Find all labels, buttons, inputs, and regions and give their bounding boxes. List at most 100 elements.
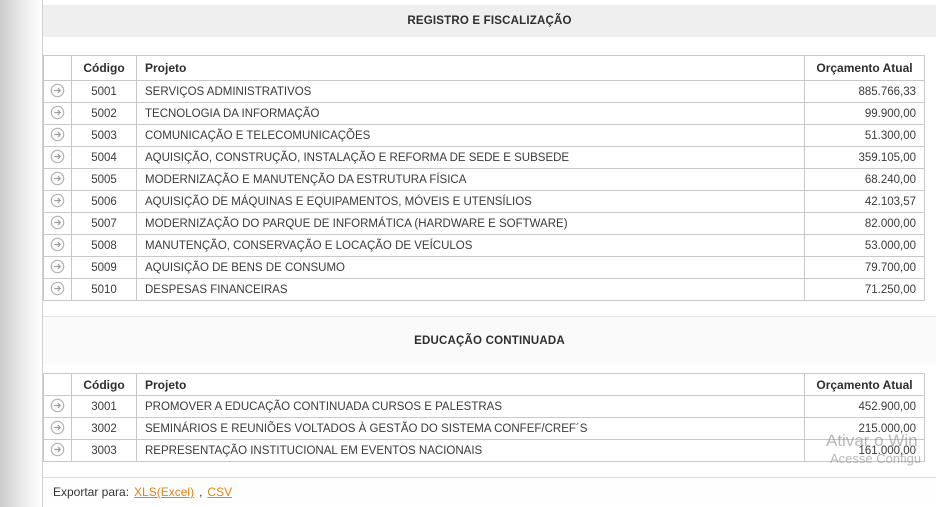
export-xls-link[interactable]: XLS(Excel) <box>134 485 195 499</box>
orcamento-cell: 51.300,00 <box>804 124 925 147</box>
orcamento-cell: 359.105,00 <box>804 146 925 169</box>
section-title: REGISTRO E FISCALIZAÇÃO <box>407 15 572 27</box>
budget-table-educacao: Código Projeto Orçamento Atual 3001 PROM… <box>43 373 925 462</box>
orcamento-cell: 79.700,00 <box>804 256 925 279</box>
budget-table-registro: Código Projeto Orçamento Atual 5001 SERV… <box>43 55 925 301</box>
export-separator: , <box>199 485 203 499</box>
orcamento-cell: 452.900,00 <box>804 395 925 418</box>
arrow-right-circle-icon[interactable] <box>50 215 65 230</box>
row-expand-cell <box>43 417 72 440</box>
section-header-educacao-continuada: EDUCAÇÃO CONTINUADA <box>43 316 936 364</box>
codigo-cell: 5002 <box>71 102 137 125</box>
arrow-right-circle-icon[interactable] <box>50 281 65 296</box>
codigo-cell: 5006 <box>71 190 137 213</box>
arrow-right-circle-icon[interactable] <box>50 105 65 120</box>
arrow-right-circle-icon[interactable] <box>50 193 65 208</box>
projeto-cell: DESPESAS FINANCEIRAS <box>136 278 805 301</box>
table-row: 5008 MANUTENÇÃO, CONSERVAÇÃO E LOCAÇÃO D… <box>43 234 925 257</box>
codigo-cell: 5008 <box>71 234 137 257</box>
row-expand-cell <box>43 395 72 418</box>
projeto-cell: REPRESENTAÇÃO INSTITUCIONAL EM EVENTOS N… <box>136 439 805 462</box>
table-row: 5002 TECNOLOGIA DA INFORMAÇÃO 99.900,00 <box>43 102 925 125</box>
orcamento-cell: 68.240,00 <box>804 168 925 191</box>
row-expand-cell <box>43 278 72 301</box>
orcamento-cell: 161.000,00 <box>804 439 925 462</box>
orcamento-cell: 99.900,00 <box>804 102 925 125</box>
section-header-registro-e-fiscalizacao: REGISTRO E FISCALIZAÇÃO <box>43 5 936 37</box>
row-expand-cell <box>43 439 72 462</box>
table-row: 5001 SERVIÇOS ADMINISTRATIVOS 885.766,33 <box>43 80 925 103</box>
codigo-cell: 5009 <box>71 256 137 279</box>
projeto-cell: TECNOLOGIA DA INFORMAÇÃO <box>136 102 805 125</box>
codigo-cell: 3002 <box>71 417 137 440</box>
table-header-row: Código Projeto Orçamento Atual <box>43 55 925 81</box>
table-row: 5007 MODERNIZAÇÃO DO PARQUE DE INFORMÁTI… <box>43 212 925 235</box>
projeto-cell: SEMINÁRIOS E REUNIÕES VOLTADOS À GESTÃO … <box>136 417 805 440</box>
orcamento-column-header: Orçamento Atual <box>804 373 925 396</box>
codigo-column-header: Código <box>71 373 137 396</box>
projeto-cell: SERVIÇOS ADMINISTRATIVOS <box>136 80 805 103</box>
table-row: 5006 AQUISIÇÃO DE MÁQUINAS E EQUIPAMENTO… <box>43 190 925 213</box>
projeto-cell: MODERNIZAÇÃO E MANUTENÇÃO DA ESTRUTURA F… <box>136 168 805 191</box>
projeto-cell: AQUISIÇÃO DE BENS DE CONSUMO <box>136 256 805 279</box>
projeto-cell: COMUNICAÇÃO E TELECOMUNICAÇÕES <box>136 124 805 147</box>
table-row: 5004 AQUISIÇÃO, CONSTRUÇÃO, INSTALAÇÃO E… <box>43 146 925 169</box>
projeto-column-header: Projeto <box>136 55 805 81</box>
row-expand-cell <box>43 124 72 147</box>
codigo-cell: 5001 <box>71 80 137 103</box>
table-row: 5010 DESPESAS FINANCEIRAS 71.250,00 <box>43 278 925 301</box>
arrow-right-circle-icon[interactable] <box>50 83 65 98</box>
table-row: 5003 COMUNICAÇÃO E TELECOMUNICAÇÕES 51.3… <box>43 124 925 147</box>
row-expand-cell <box>43 212 72 235</box>
section-title: EDUCAÇÃO CONTINUADA <box>414 334 565 347</box>
projeto-cell: MODERNIZAÇÃO DO PARQUE DE INFORMÁTICA (H… <box>136 212 805 235</box>
orcamento-cell: 71.250,00 <box>804 278 925 301</box>
arrow-right-circle-icon[interactable] <box>50 149 65 164</box>
icon-column-header <box>43 373 72 396</box>
codigo-cell: 5010 <box>71 278 137 301</box>
row-expand-cell <box>43 80 72 103</box>
orcamento-cell: 82.000,00 <box>804 212 925 235</box>
icon-column-header <box>43 55 72 81</box>
export-csv-link[interactable]: CSV <box>207 485 233 499</box>
table-row: 3003 REPRESENTAÇÃO INSTITUCIONAL EM EVEN… <box>43 439 925 462</box>
row-expand-cell <box>43 234 72 257</box>
row-expand-cell <box>43 190 72 213</box>
export-bar: Exportar para: XLS(Excel) , CSV <box>43 477 936 506</box>
projeto-cell: PROMOVER A EDUCAÇÃO CONTINUADA CURSOS E … <box>136 395 805 418</box>
table-row: 3001 PROMOVER A EDUCAÇÃO CONTINUADA CURS… <box>43 395 925 418</box>
table-row: 5009 AQUISIÇÃO DE BENS DE CONSUMO 79.700… <box>43 256 925 279</box>
projeto-cell: AQUISIÇÃO DE MÁQUINAS E EQUIPAMENTOS, MÓ… <box>136 190 805 213</box>
table-row: 5005 MODERNIZAÇÃO E MANUTENÇÃO DA ESTRUT… <box>43 168 925 191</box>
arrow-right-circle-icon[interactable] <box>50 420 65 435</box>
row-expand-cell <box>43 168 72 191</box>
codigo-cell: 5005 <box>71 168 137 191</box>
codigo-cell: 5007 <box>71 212 137 235</box>
arrow-right-circle-icon[interactable] <box>50 398 65 413</box>
orcamento-column-header: Orçamento Atual <box>804 55 925 81</box>
row-expand-cell <box>43 256 72 279</box>
orcamento-cell: 215.000,00 <box>804 417 925 440</box>
projeto-cell: MANUTENÇÃO, CONSERVAÇÃO E LOCAÇÃO DE VEÍ… <box>136 234 805 257</box>
codigo-cell: 5003 <box>71 124 137 147</box>
codigo-cell: 3003 <box>71 439 137 462</box>
row-expand-cell <box>43 146 72 169</box>
projeto-cell: AQUISIÇÃO, CONSTRUÇÃO, INSTALAÇÃO E REFO… <box>136 146 805 169</box>
codigo-column-header: Código <box>71 55 137 81</box>
arrow-right-circle-icon[interactable] <box>50 259 65 274</box>
arrow-right-circle-icon[interactable] <box>50 237 65 252</box>
export-label: Exportar para: <box>53 485 130 499</box>
arrow-right-circle-icon[interactable] <box>50 127 65 142</box>
arrow-right-circle-icon[interactable] <box>50 442 65 457</box>
report-content: REGISTRO E FISCALIZAÇÃO Código Projeto O… <box>42 0 936 507</box>
page-left-margin <box>0 0 42 507</box>
row-expand-cell <box>43 102 72 125</box>
projeto-column-header: Projeto <box>136 373 805 396</box>
table-header-row: Código Projeto Orçamento Atual <box>43 373 925 396</box>
orcamento-cell: 42.103,57 <box>804 190 925 213</box>
orcamento-cell: 53.000,00 <box>804 234 925 257</box>
codigo-cell: 3001 <box>71 395 137 418</box>
arrow-right-circle-icon[interactable] <box>50 171 65 186</box>
orcamento-cell: 885.766,33 <box>804 80 925 103</box>
